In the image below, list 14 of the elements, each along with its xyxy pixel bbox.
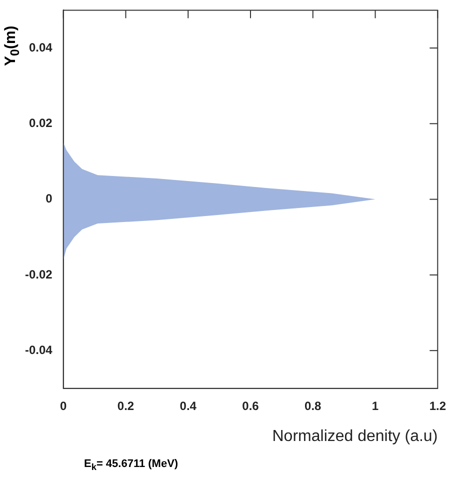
y-tick-label: 0 bbox=[46, 192, 53, 206]
x-tick-label: 0.8 bbox=[304, 398, 322, 413]
x-tick-label: 1.2 bbox=[429, 398, 446, 413]
x-axis-title: Normalized denity (a.u) bbox=[272, 428, 438, 445]
y-tick-label: 0.02 bbox=[28, 116, 53, 130]
x-tick-label: 1 bbox=[372, 398, 379, 413]
x-tick-label: 0.4 bbox=[180, 398, 197, 413]
y-tick-label: 0.04 bbox=[28, 40, 53, 54]
y-tick-label: -0.02 bbox=[24, 267, 53, 282]
x-tick-label: 0.2 bbox=[117, 398, 134, 413]
x-tick-label: 0 bbox=[60, 398, 68, 413]
y-tick-label: -0.04 bbox=[24, 342, 53, 357]
x-tick-label: 0.6 bbox=[242, 398, 260, 413]
text: E$_{k}$= 45.6711 (MeV) bbox=[84, 458, 178, 472]
